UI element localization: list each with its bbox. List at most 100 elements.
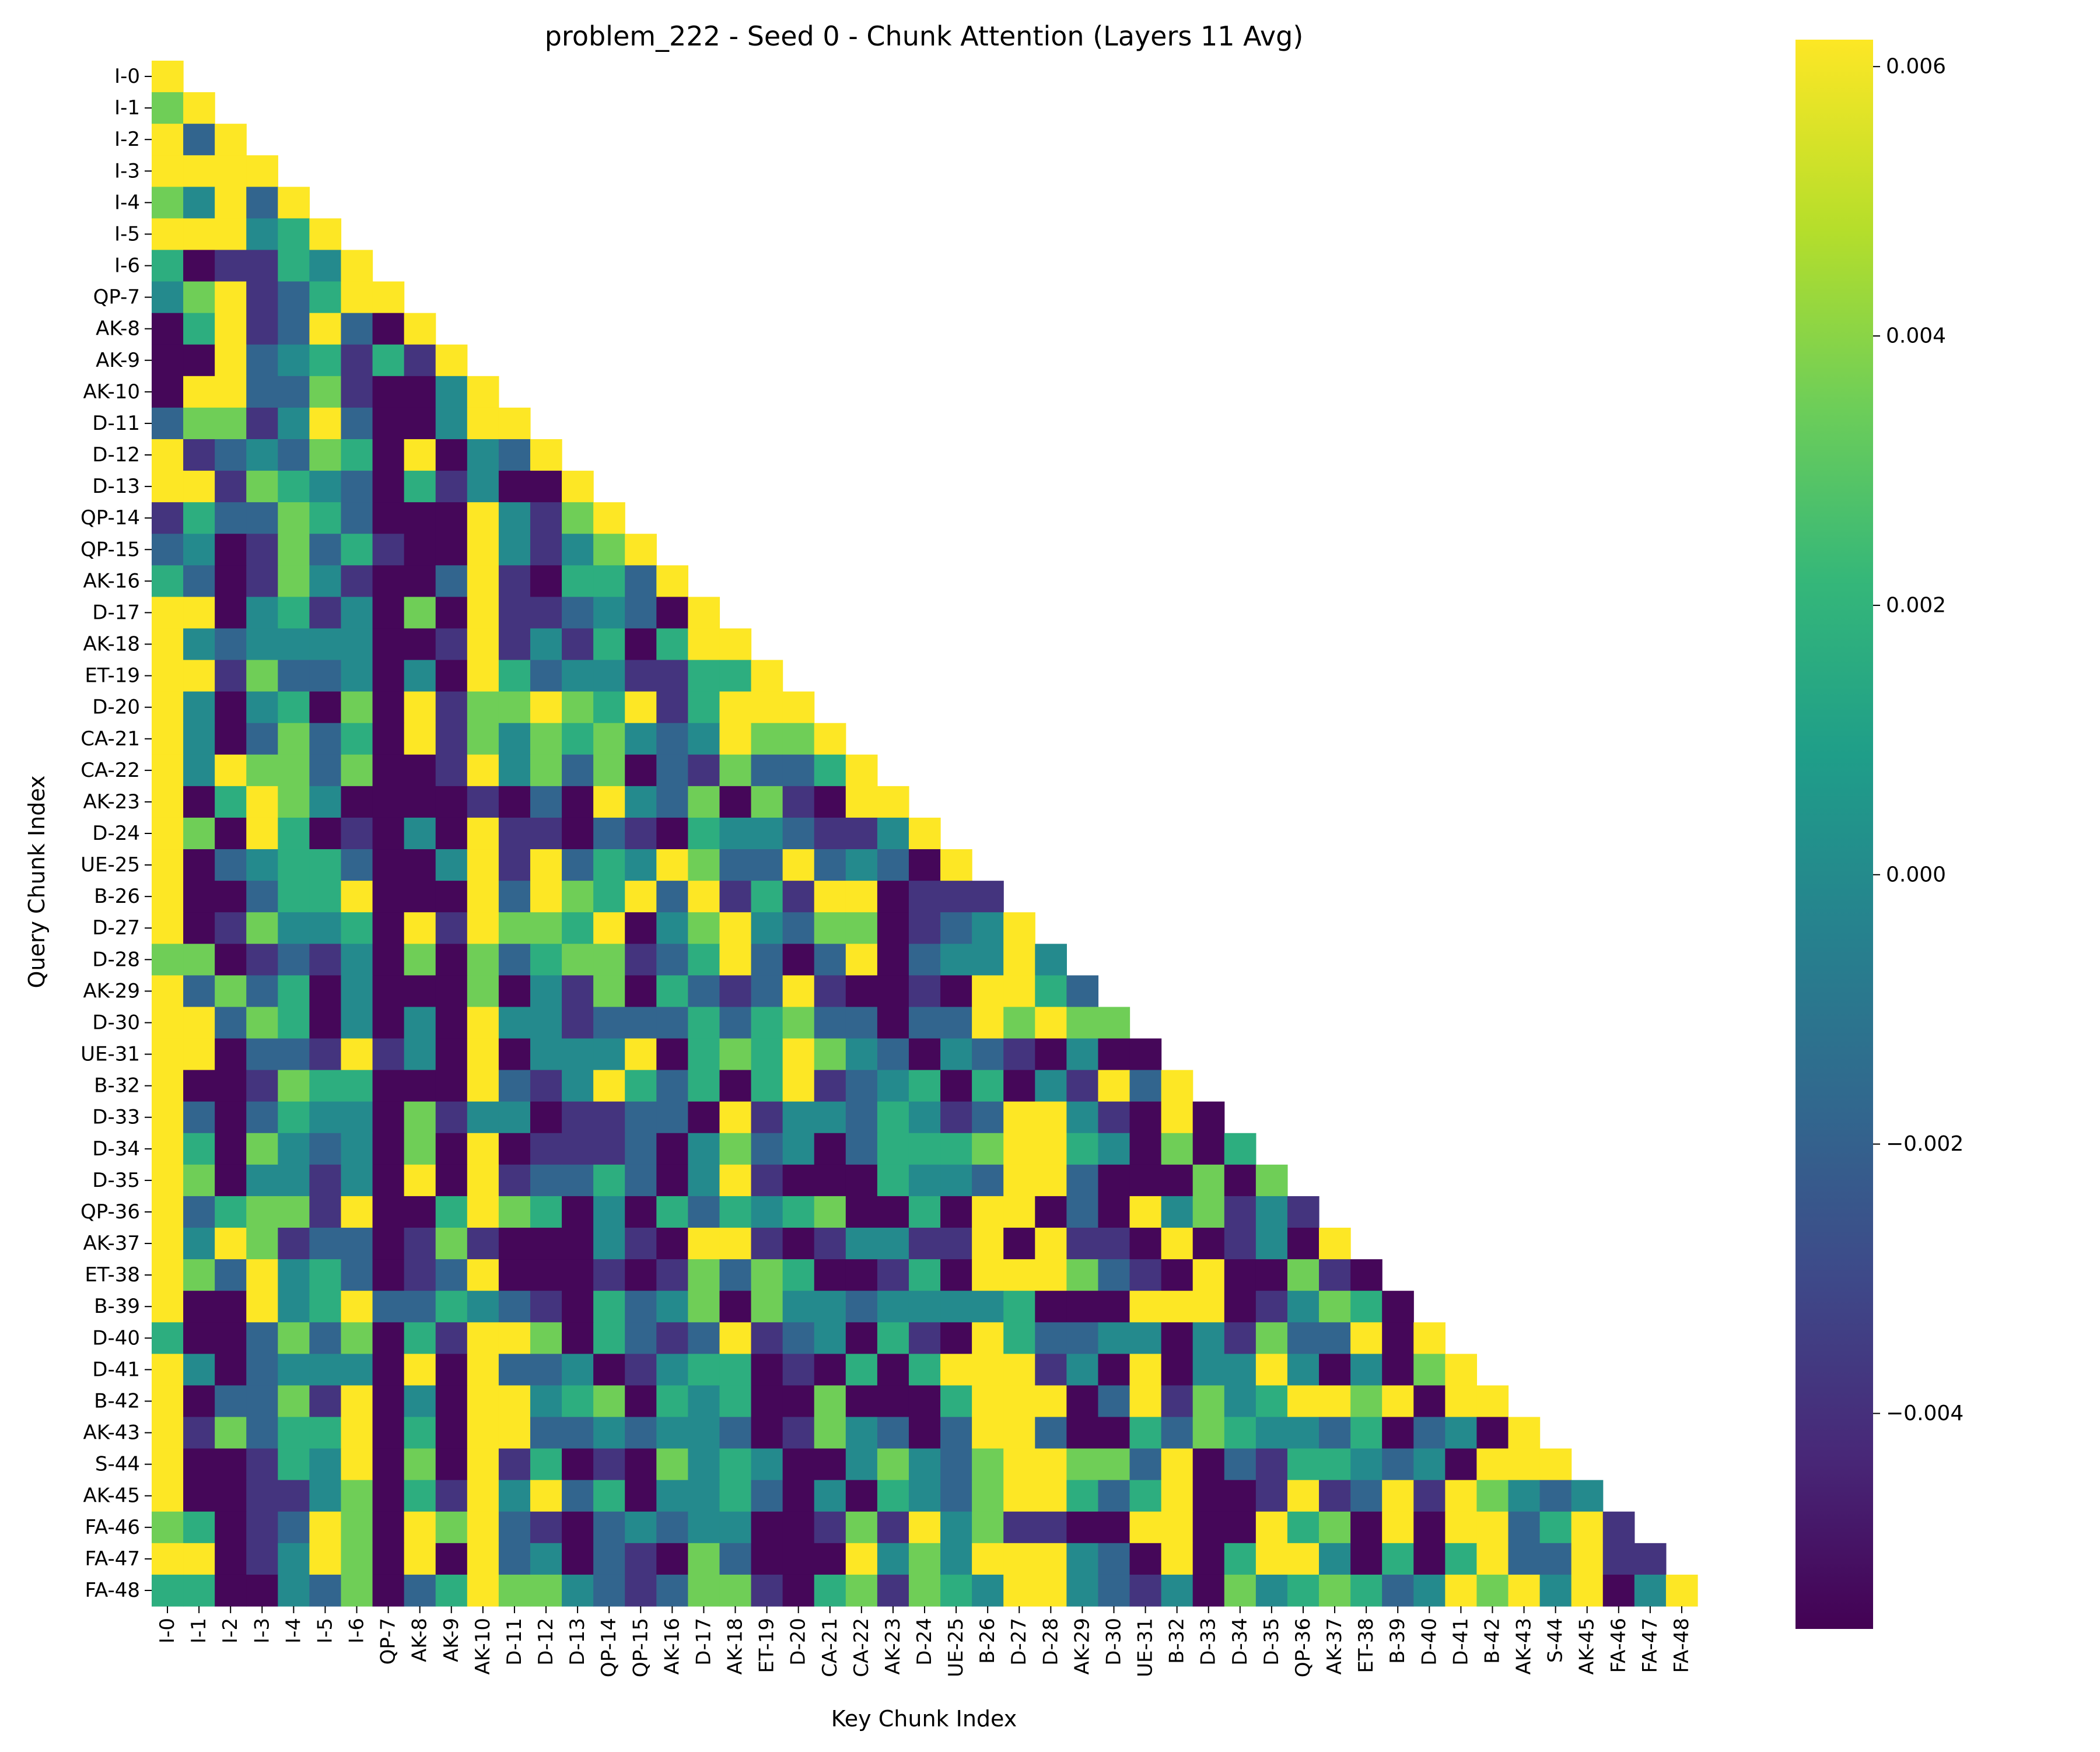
heatmap-cell-37-12: [530, 1228, 562, 1260]
heatmap-cell-26-24: [908, 881, 941, 913]
heatmap-cell-36-27: [1003, 1196, 1035, 1228]
heatmap-cell-48-42: [1476, 1574, 1509, 1607]
heatmap-cell-37-21: [814, 1228, 846, 1260]
heatmap-cell-43-30: [1098, 1417, 1130, 1449]
heatmap-cell-31-3: [246, 1038, 278, 1071]
heatmap-cell-46-37: [1319, 1511, 1351, 1544]
heatmap-cell-31-16: [656, 1038, 688, 1071]
heatmap-cell-40-25: [940, 1322, 972, 1354]
heatmap-cell-46-8: [404, 1511, 436, 1544]
heatmap-cell-34-18: [719, 1133, 752, 1165]
heatmap-cell-15-12: [530, 534, 562, 566]
x-tick-label: UE-25: [944, 1618, 968, 1677]
heatmap-cell-34-30: [1098, 1133, 1130, 1165]
heatmap-cell-34-9: [435, 1133, 468, 1165]
colorbar-tick-label: 0.004: [1886, 324, 1946, 348]
heatmap-cell-47-15: [625, 1543, 657, 1575]
x-tick-label: AK-16: [660, 1618, 684, 1675]
heatmap-cell-43-29: [1066, 1417, 1099, 1449]
heatmap-cell-39-22: [845, 1291, 878, 1323]
heatmap-cell-9-6: [341, 344, 373, 377]
heatmap-cell-38-23: [877, 1259, 909, 1291]
heatmap-cell-10-4: [278, 376, 310, 408]
x-tick-label: QP-36: [1292, 1618, 1315, 1677]
heatmap-cell-33-25: [940, 1101, 972, 1134]
y-tick-label: ET-38: [85, 1263, 140, 1287]
heatmap-cell-18-12: [530, 628, 562, 661]
heatmap-cell-39-4: [278, 1291, 310, 1323]
heatmap-cell-43-15: [625, 1417, 657, 1449]
heatmap-cell-31-28: [1035, 1038, 1067, 1071]
heatmap-cell-44-37: [1319, 1448, 1351, 1481]
heatmap-cell-41-30: [1098, 1354, 1130, 1386]
heatmap-cell-44-28: [1035, 1448, 1067, 1481]
heatmap-cell-33-15: [625, 1101, 657, 1134]
y-tick-label: FA-48: [85, 1579, 140, 1602]
heatmap-cell-27-9: [435, 912, 468, 944]
heatmap-cell-41-33: [1192, 1354, 1225, 1386]
heatmap-cell-13-9: [435, 471, 468, 503]
heatmap-cell-47-10: [467, 1543, 499, 1575]
heatmap-cell-44-32: [1161, 1448, 1194, 1481]
heatmap-cell-44-30: [1098, 1448, 1130, 1481]
heatmap-cell-37-18: [719, 1228, 752, 1260]
x-tick-label: D-33: [1197, 1618, 1220, 1666]
x-tick-label: AK-18: [724, 1618, 747, 1675]
heatmap-cell-29-23: [877, 975, 909, 1008]
heatmap-cell-48-31: [1129, 1574, 1162, 1607]
heatmap-cell-38-35: [1255, 1259, 1288, 1291]
heatmap-cell-37-3: [246, 1228, 278, 1260]
heatmap-cell-21-19: [751, 723, 783, 755]
heatmap-cell-29-18: [719, 975, 752, 1008]
heatmap-cell-29-4: [278, 975, 310, 1008]
heatmap-cell-31-9: [435, 1038, 468, 1071]
heatmap-cell-36-13: [562, 1196, 594, 1228]
heatmap-cell-42-7: [372, 1385, 405, 1418]
heatmap-cell-7-3: [246, 281, 278, 314]
heatmap-cell-30-3: [246, 1007, 278, 1039]
heatmap-cell-9-3: [246, 344, 278, 377]
y-tick-label: I-1: [114, 96, 140, 120]
heatmap-cell-36-16: [656, 1196, 688, 1228]
heatmap-cell-36-15: [625, 1196, 657, 1228]
heatmap-cell-26-20: [782, 881, 815, 913]
heatmap-cell-46-6: [341, 1511, 373, 1544]
heatmap-cell-32-21: [814, 1070, 846, 1102]
heatmap-cell-14-12: [530, 502, 562, 534]
heatmap-cell-48-16: [656, 1574, 688, 1607]
heatmap-cell-44-8: [404, 1448, 436, 1481]
heatmap-cell-20-11: [498, 691, 531, 724]
heatmap-cell-15-7: [372, 534, 405, 566]
heatmap-cell-47-34: [1224, 1543, 1256, 1575]
heatmap-cell-24-18: [719, 817, 752, 850]
heatmap-cell-28-13: [562, 944, 594, 976]
heatmap-cell-38-7: [372, 1259, 405, 1291]
heatmap-cell-47-46: [1602, 1543, 1635, 1575]
heatmap-cell-21-17: [688, 723, 720, 755]
heatmap-cell-45-40: [1413, 1480, 1446, 1512]
y-tick-label: I-4: [114, 191, 140, 214]
heatmap-cell-36-33: [1192, 1196, 1225, 1228]
heatmap-cell-42-11: [498, 1385, 531, 1418]
heatmap-cell-39-33: [1192, 1291, 1225, 1323]
heatmap-cell-41-22: [845, 1354, 878, 1386]
heatmap-cell-32-24: [908, 1070, 941, 1102]
heatmap-cell-23-7: [372, 786, 405, 818]
heatmap-cell-36-34: [1224, 1196, 1256, 1228]
heatmap-cell-38-28: [1035, 1259, 1067, 1291]
heatmap-cell-32-16: [656, 1070, 688, 1102]
heatmap-cell-34-19: [751, 1133, 783, 1165]
heatmap-cell-47-37: [1319, 1543, 1351, 1575]
heatmap-cell-34-7: [372, 1133, 405, 1165]
heatmap-cell-24-0: [152, 817, 184, 850]
heatmap-cell-30-29: [1066, 1007, 1099, 1039]
heatmap-cell-33-33: [1192, 1101, 1225, 1134]
x-tick-label: D-13: [566, 1618, 589, 1666]
heatmap-cell-15-4: [278, 534, 310, 566]
heatmap-cell-38-33: [1192, 1259, 1225, 1291]
heatmap-cell-42-22: [845, 1385, 878, 1418]
heatmap-cell-45-35: [1255, 1480, 1288, 1512]
heatmap-cell-24-14: [593, 817, 625, 850]
heatmap-cell-42-12: [530, 1385, 562, 1418]
heatmap-cell-44-24: [908, 1448, 941, 1481]
